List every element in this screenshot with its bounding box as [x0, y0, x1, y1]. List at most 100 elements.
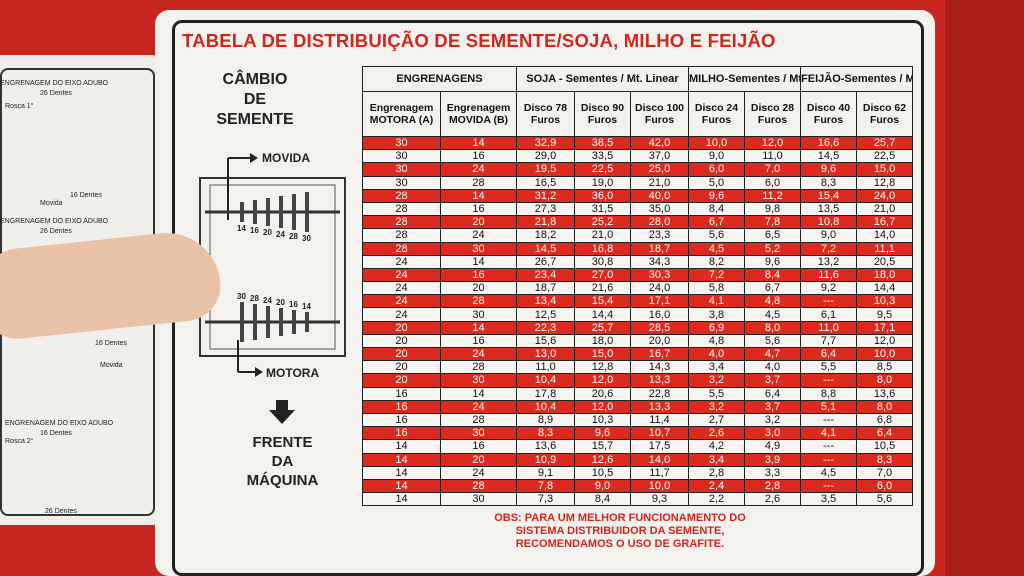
table-cell: --- [800, 412, 858, 428]
table-cell: 22,5 [574, 162, 631, 177]
table-cell: 30 [440, 241, 517, 256]
table-cell: 8,4 [574, 492, 631, 507]
table-cell: 12,8 [574, 360, 631, 375]
distribution-table: ENGRENAGENS SOJA - Sementes / Mt. Linear M… [362, 66, 914, 507]
table-cell: 20,0 [630, 333, 689, 349]
table-cell: 18,7 [516, 281, 575, 296]
table-cell: 12,6 [574, 452, 631, 467]
table-cell: 30 [440, 492, 517, 507]
table-cell: 8,3 [800, 175, 858, 190]
table-cell: 14,0 [630, 452, 689, 467]
table-cell: 6,0 [856, 478, 914, 494]
table-cell: 35,0 [630, 201, 689, 217]
table-row: 14 28 7,8 9,0 10,0 2,4 2,8 --- 6,0 [362, 478, 914, 494]
table-cell: 26,7 [516, 254, 575, 269]
table-cell: 24 [440, 465, 517, 480]
table-cell: 20,6 [574, 386, 631, 401]
table-cell: 15,7 [574, 439, 631, 454]
table-cell: 24,0 [630, 281, 689, 296]
table-cell: 20 [440, 215, 517, 230]
table-cell: 4,8 [743, 294, 802, 309]
table-cell: 2,8 [688, 465, 745, 480]
table-cell: 11,0 [516, 360, 575, 375]
table-cell: 3,7 [743, 399, 802, 414]
table-cell: 28 [440, 478, 517, 494]
table-cell: 8,0 [743, 320, 802, 335]
note: OBS: PARA UM MELHOR FUNCIONAMENTO DO SIS… [420, 512, 820, 551]
table-row: 20 16 15,6 18,0 20,0 4,8 5,6 7,7 12,0 [362, 333, 914, 349]
table-cell: 24 [440, 346, 517, 362]
gear [305, 192, 309, 232]
table-cell: 20 [362, 360, 441, 375]
table-cell: 6,0 [688, 162, 745, 177]
left-sign-label: Rosca 1° [5, 103, 34, 110]
left-sign-label: 26 Dentes [45, 508, 77, 515]
gear [279, 308, 283, 336]
table-cell: 14 [362, 492, 441, 507]
table-cell: 6,0 [743, 175, 802, 190]
table-cell: 24 [362, 307, 441, 322]
left-sign-label: Movida [100, 362, 123, 369]
table-cell: 10,3 [574, 412, 631, 428]
table-cell: 11,1 [856, 241, 914, 256]
table-cell: 4,2 [688, 439, 745, 454]
left-sign-label: ENGRENAGEM DO EIXO ADUBO [0, 80, 109, 87]
table-cell: 4,8 [688, 333, 745, 349]
table-cell: 5,5 [688, 386, 745, 401]
table-cell: 3,4 [688, 360, 745, 375]
table-cell: 13,5 [800, 201, 858, 217]
table-cell: 14,5 [800, 149, 858, 164]
table-cell: 14,5 [516, 241, 575, 256]
left-sign-label: ENGRENAGEM DO EIXO ADUBO [5, 420, 114, 427]
table-cell: 21,0 [630, 175, 689, 190]
table-row: 16 24 10,4 12,0 13,3 3,2 3,7 5,1 8,0 [362, 399, 914, 414]
arrow-head [255, 367, 263, 377]
table-cell: 5,6 [856, 492, 914, 507]
table-cell: 8,0 [856, 399, 914, 414]
table-row: 24 20 18,7 21,6 24,0 5,8 6,7 9,2 14,4 [362, 281, 914, 296]
table-cell: 17,1 [856, 320, 914, 335]
table-cell: 16 [440, 439, 517, 454]
table-cell: 3,2 [688, 373, 745, 388]
table-cell: --- [800, 478, 858, 494]
gear [292, 194, 296, 230]
table-cell: 11,0 [800, 320, 858, 335]
table-cell: 8,3 [516, 426, 575, 441]
group-header: ENGRENAGENS [362, 66, 517, 92]
table-cell: 40,0 [630, 188, 689, 203]
table-cell: 9,6 [574, 426, 631, 441]
table-cell: 14 [362, 478, 441, 494]
table-cell: 23,3 [630, 228, 689, 243]
gear-label: 30 [237, 292, 246, 301]
table-cell: 21,6 [574, 281, 631, 296]
note-line: SISTEMA DISTRIBUIDOR DA SEMENTE, [515, 525, 725, 537]
gear-label: 28 [250, 294, 259, 303]
table-cell: 14,3 [630, 360, 689, 375]
table-cell: 9,3 [630, 492, 689, 507]
left-sign-label: 16 Dentes [95, 340, 127, 347]
table-cell: 31,5 [574, 201, 631, 217]
table-cell: 9,8 [743, 201, 802, 217]
table-cell: 3,7 [743, 373, 802, 388]
table-cell: 9,0 [688, 149, 745, 164]
table-cell: 19,5 [516, 162, 575, 177]
table-cell: 10,7 [630, 426, 689, 441]
arrow-head [250, 153, 258, 163]
table-cell: 2,6 [743, 492, 802, 507]
table-cell: 10,0 [856, 346, 914, 362]
table-cell: 4,9 [743, 439, 802, 454]
left-sign-label: ENGRENAGEM DO EIXO ADUBO [0, 218, 109, 225]
table-cell: 14 [362, 465, 441, 480]
table-cell: 30,8 [574, 254, 631, 269]
table-cell: 13,3 [630, 399, 689, 414]
table-cell: 4,5 [800, 465, 858, 480]
group-header: SOJA - Sementes / Mt. Linear [516, 66, 689, 92]
table-cell: 10,4 [516, 373, 575, 388]
table-cell: 4,0 [743, 360, 802, 375]
table-cell: 25,2 [574, 215, 631, 230]
table-row: 28 24 18,2 21,0 23,3 5,6 6,5 9,0 14,0 [362, 228, 914, 243]
front-arrow [269, 400, 295, 424]
left-sign-label: Movida [40, 200, 63, 207]
table-cell: 11,4 [630, 412, 689, 428]
table-cell: 16 [440, 333, 517, 349]
